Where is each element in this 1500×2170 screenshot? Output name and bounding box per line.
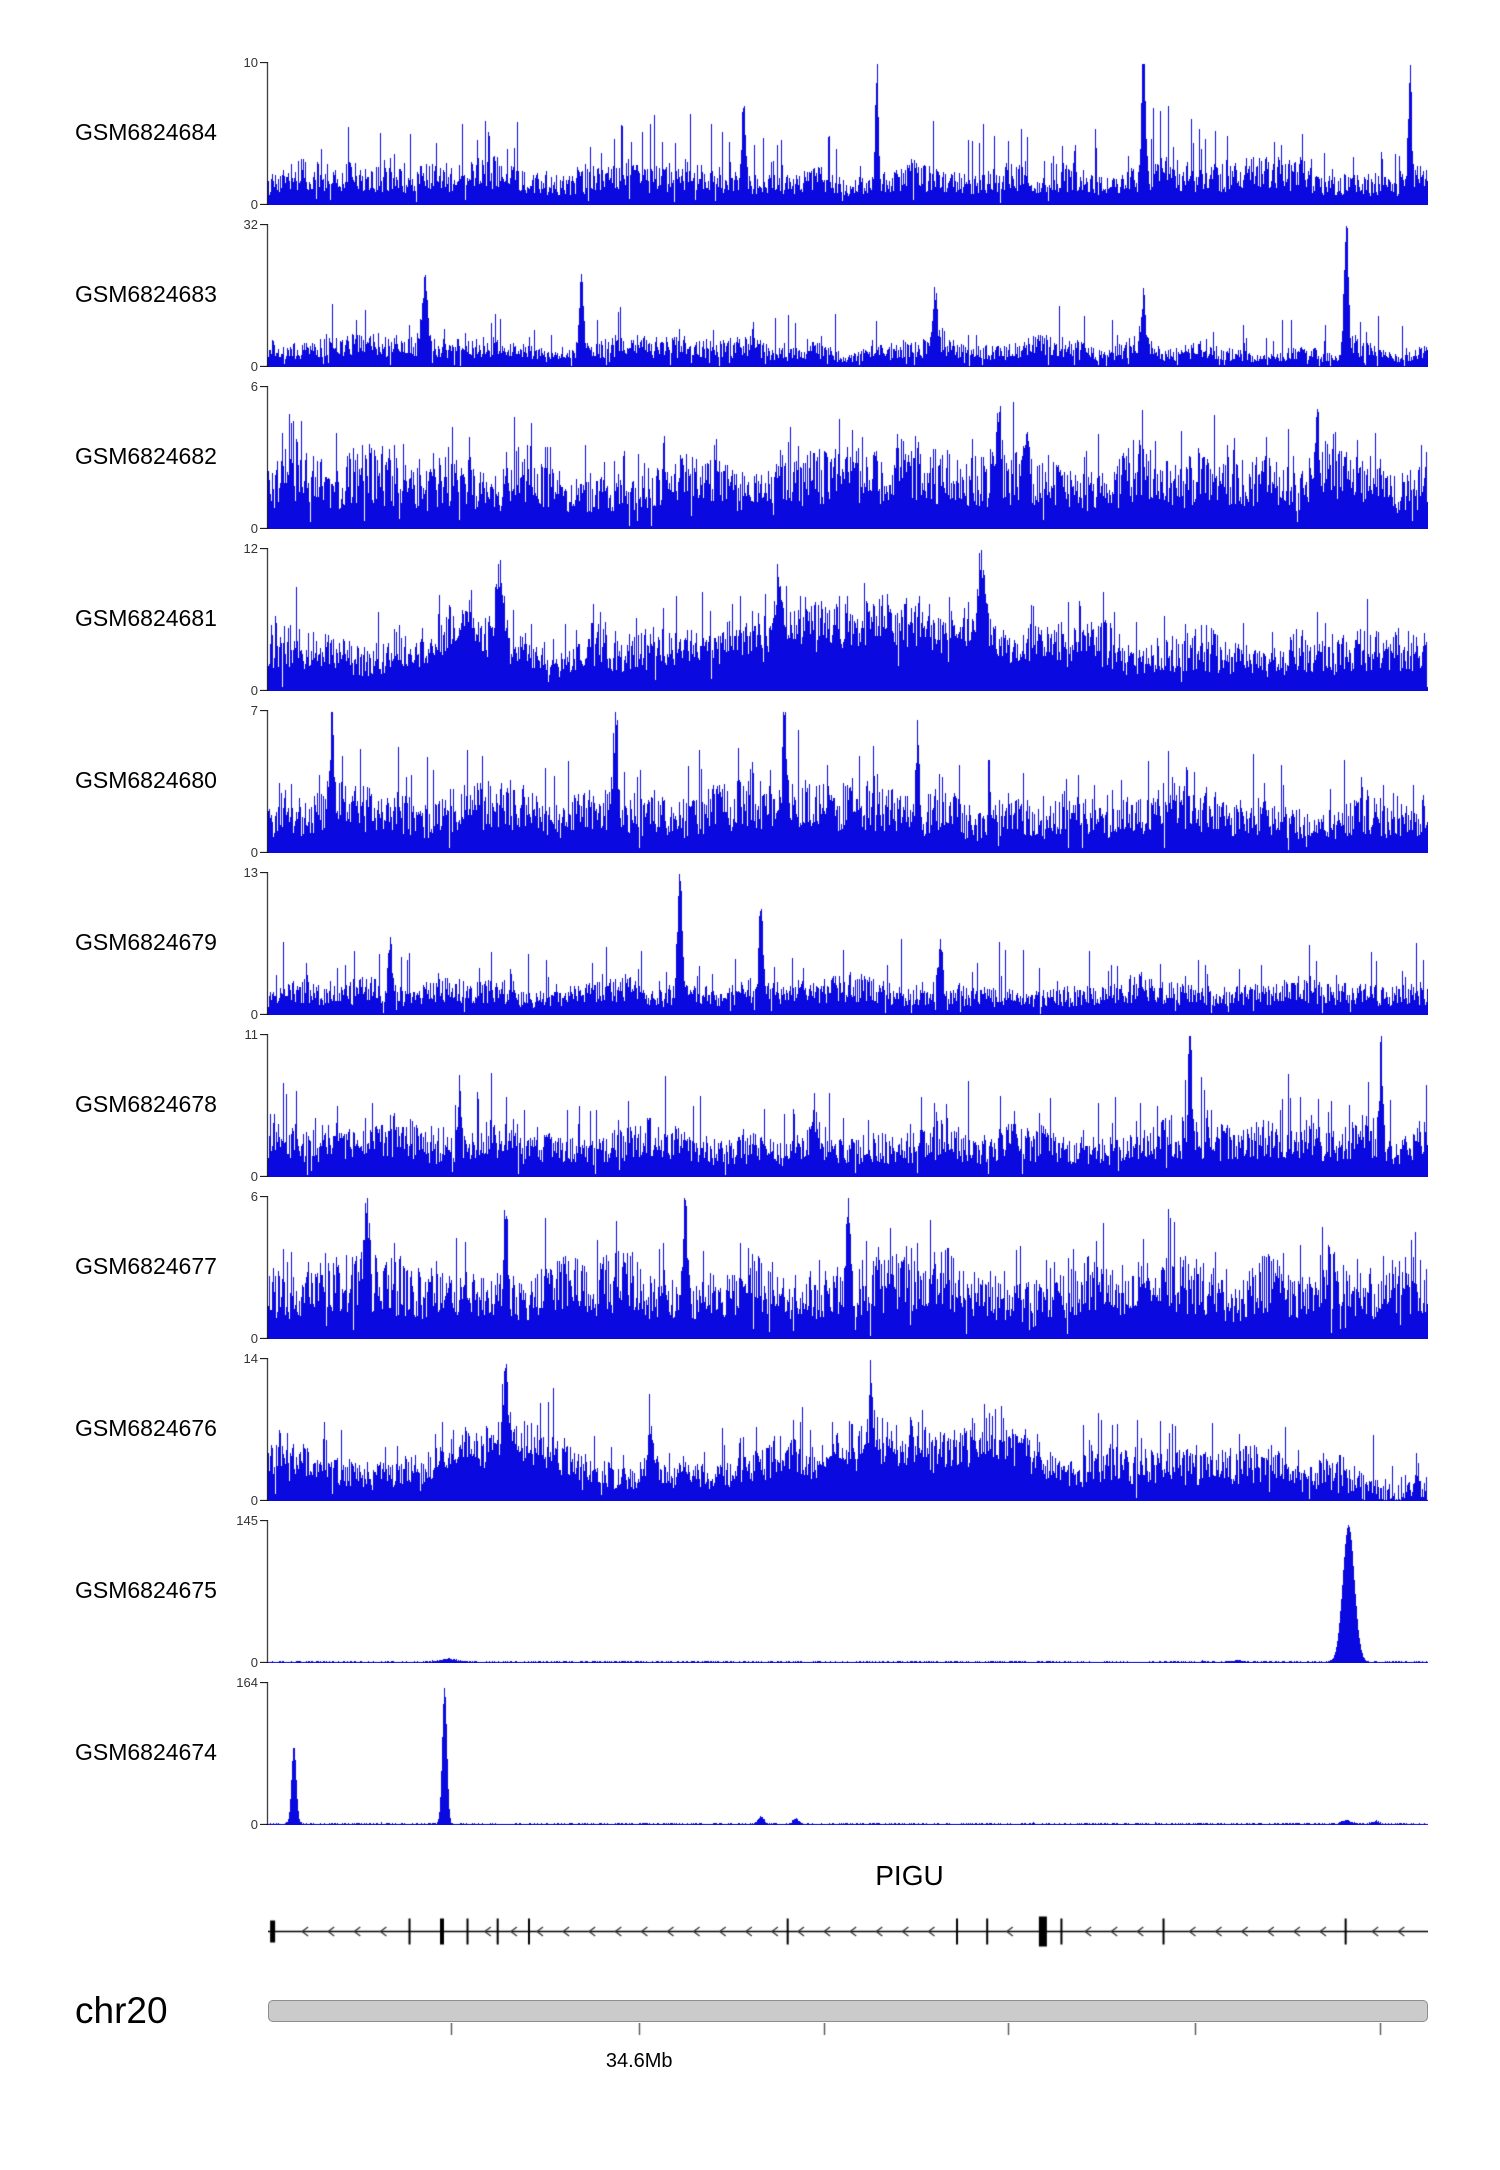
coverage-signal-canvas	[260, 1520, 1428, 1663]
chromosome-label: chr20	[75, 1990, 168, 2031]
y-axis-max-label: 6	[250, 1189, 258, 1204]
y-axis-zero-label: 0	[250, 683, 258, 698]
y-axis-zero-label: 0	[250, 1493, 258, 1508]
y-axis-max-label: 6	[250, 379, 258, 394]
y-axis-zero-label: 0	[250, 1331, 258, 1346]
track-plot-area: 6 0	[251, 1189, 1428, 1346]
coverage-signal-canvas	[260, 1034, 1428, 1177]
track-label: GSM6824681	[75, 605, 217, 631]
coverage-track: GSM6824684 10 0	[0, 55, 1500, 224]
coverage-signal-canvas	[260, 710, 1428, 853]
y-axis-max-label: 11	[244, 1027, 259, 1042]
coverage-track: GSM6824674 164 0	[0, 1675, 1500, 1844]
y-axis-max-label: 164	[236, 1675, 258, 1690]
coverage-track: GSM6824681 12 0	[0, 541, 1500, 710]
y-axis-max-label: 10	[243, 55, 258, 70]
y-axis-max-label: 145	[236, 1513, 258, 1528]
gene-model-track	[268, 1896, 1428, 1966]
coverage-track: GSM6824680 7 0	[0, 703, 1500, 872]
y-axis-zero-label: 0	[250, 1817, 258, 1832]
track-label: GSM6824676	[75, 1415, 217, 1441]
coverage-signal-canvas	[260, 224, 1428, 367]
coverage-track: GSM6824677 6 0	[0, 1189, 1500, 1358]
y-axis-zero-label: 0	[250, 845, 258, 860]
coverage-signal-canvas	[260, 1358, 1428, 1501]
y-axis-zero-label: 0	[250, 521, 258, 536]
coverage-signal-canvas	[260, 1196, 1428, 1339]
coverage-track: GSM6824678 11 0	[0, 1027, 1500, 1196]
track-plot-area: 12 0	[244, 541, 1428, 698]
track-label: GSM6824675	[75, 1577, 217, 1603]
y-axis-max-label: 12	[243, 541, 258, 556]
track-plot-area: 32 0	[244, 217, 1428, 374]
track-label: GSM6824683	[75, 281, 217, 307]
track-plot-area: 14 0	[244, 1351, 1428, 1508]
track-label: GSM6824680	[75, 767, 217, 793]
track-plot-area: 164 0	[236, 1675, 1428, 1832]
coverage-track: GSM6824679 13 0	[0, 865, 1500, 1034]
coverage-track: GSM6824676 14 0	[0, 1351, 1500, 1520]
y-axis-max-label: 32	[243, 217, 258, 232]
y-axis-max-label: 14	[243, 1351, 258, 1366]
y-axis-max-label: 13	[243, 865, 258, 880]
gene-name-label: PIGU	[875, 1860, 944, 1891]
track-label: GSM6824682	[75, 443, 217, 469]
coverage-tracks: GSM6824684 10 0 GSM6824683 32 0 GSM68246…	[0, 55, 1500, 1844]
y-axis-zero-label: 0	[250, 1007, 258, 1022]
coverage-signal-canvas	[260, 1682, 1428, 1825]
genomic-axis-ruler	[268, 2023, 1428, 2041]
track-label: GSM6824674	[75, 1739, 217, 1765]
track-plot-area: 10 0	[244, 55, 1428, 212]
coverage-signal-canvas	[260, 872, 1428, 1015]
track-label: GSM6824677	[75, 1253, 217, 1279]
track-label: GSM6824678	[75, 1091, 217, 1117]
coverage-signal-canvas	[260, 548, 1428, 691]
track-plot-area: 11 0	[245, 1027, 1428, 1184]
track-plot-area: 6 0	[251, 379, 1428, 536]
coverage-track: GSM6824675 145 0	[0, 1513, 1500, 1682]
track-plot-area: 7 0	[251, 703, 1428, 860]
y-axis-zero-label: 0	[250, 1169, 258, 1184]
coverage-track: GSM6824683 32 0	[0, 217, 1500, 386]
y-axis-zero-label: 0	[250, 197, 258, 212]
coverage-signal-canvas	[260, 62, 1428, 205]
axis-tick-label: 34.6Mb	[605, 2050, 673, 2072]
track-plot-area: 145 0	[236, 1513, 1428, 1670]
coverage-signal-canvas	[260, 386, 1428, 529]
y-axis-zero-label: 0	[250, 1655, 258, 1670]
track-label: GSM6824679	[75, 929, 217, 955]
coverage-track: GSM6824682 6 0	[0, 379, 1500, 548]
y-axis-zero-label: 0	[250, 359, 258, 374]
track-label: GSM6824684	[75, 119, 217, 145]
y-axis-max-label: 7	[250, 703, 258, 718]
chromosome-ideogram	[268, 2000, 1428, 2022]
track-plot-area: 13 0	[244, 865, 1428, 1022]
